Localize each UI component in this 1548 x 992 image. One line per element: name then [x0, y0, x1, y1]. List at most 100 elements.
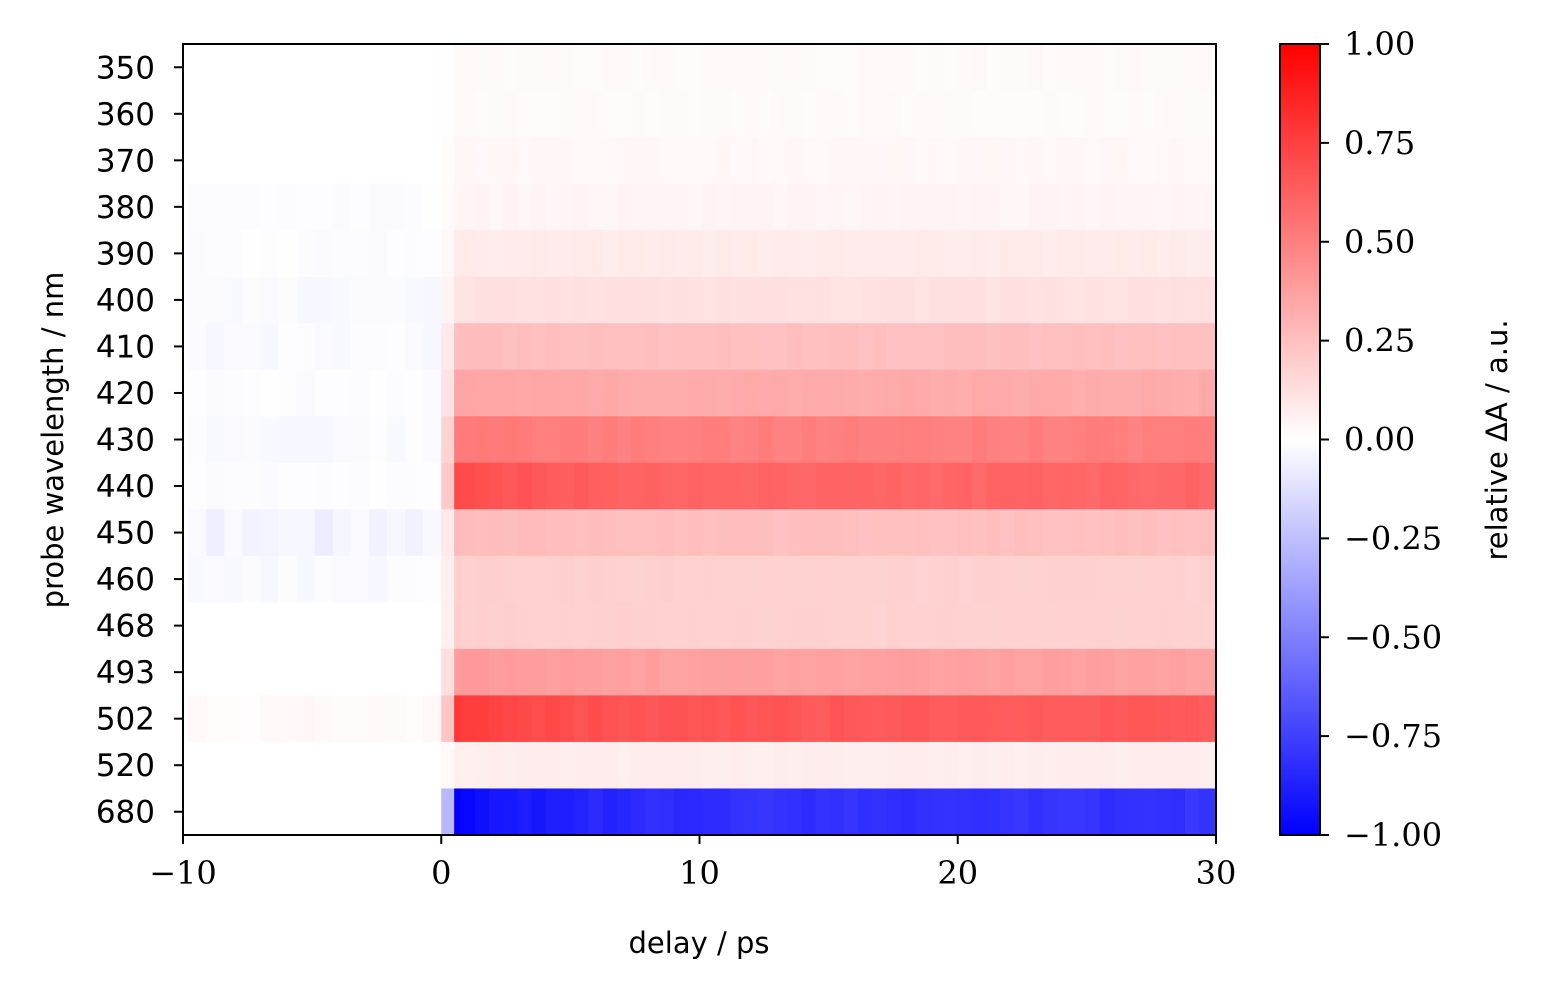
heatmap-cell: [1028, 788, 1044, 836]
heatmap-cell: [474, 183, 490, 231]
heatmap-cell: [858, 90, 874, 138]
heatmap-cell: [801, 788, 817, 836]
heatmap-cell: [531, 183, 547, 231]
heatmap-cell: [517, 183, 533, 231]
heatmap-cell: [915, 369, 930, 417]
heatmap-cell: [1185, 137, 1200, 185]
heatmap-cell: [332, 741, 352, 790]
colorbar-tick-label: 1.00: [1344, 25, 1415, 63]
heatmap-cell: [886, 462, 902, 510]
heatmap-cell: [1028, 602, 1044, 650]
heatmap-cell: [1113, 276, 1129, 324]
heatmap-cell: [1099, 509, 1115, 557]
heatmap-cell: [588, 369, 604, 417]
heatmap-cell: [517, 509, 533, 557]
heatmap-cell: [929, 695, 945, 743]
heatmap-cell: [702, 276, 717, 324]
heatmap-cell: [560, 602, 575, 650]
heatmap-cell: [673, 416, 689, 464]
heatmap-cell: [332, 555, 352, 603]
heatmap-cell: [900, 509, 916, 557]
heatmap-cell: [574, 788, 590, 836]
heatmap-cell: [1057, 323, 1072, 371]
heatmap-cell: [858, 602, 874, 650]
heatmap-cell: [1185, 416, 1200, 464]
heatmap-cell: [943, 276, 959, 324]
heatmap-cell: [574, 230, 590, 278]
heatmap-cell: [588, 648, 604, 697]
heatmap-cell: [815, 183, 831, 231]
heatmap-cell: [829, 788, 845, 836]
heatmap-cell: [744, 602, 760, 650]
heatmap-cell: [224, 509, 243, 557]
heatmap-cell: [1085, 276, 1101, 324]
heatmap-cell: [673, 369, 689, 417]
heatmap-cell: [1142, 137, 1158, 185]
heatmap-cell: [659, 230, 675, 278]
heatmap-cell: [460, 741, 476, 790]
heatmap-cell: [815, 695, 831, 743]
heatmap-cell: [971, 788, 987, 836]
heatmap-cell: [730, 44, 746, 92]
heatmap-cell: [815, 137, 831, 185]
heatmap-cell: [278, 230, 298, 278]
heatmap-cell: [1071, 323, 1087, 371]
heatmap-cell: [659, 90, 675, 138]
heatmap-cell: [844, 741, 859, 790]
heatmap-cell: [447, 462, 455, 510]
heatmap-cell: [1156, 648, 1172, 697]
heatmap-cell: [350, 555, 370, 603]
heatmap-cell: [872, 183, 888, 231]
heatmap-cell: [900, 602, 916, 650]
heatmap-cell: [716, 741, 732, 790]
heatmap-cell: [915, 462, 930, 510]
heatmap-cell: [1185, 369, 1200, 417]
heatmap-cell: [1014, 462, 1030, 510]
heatmap-cell: [474, 369, 490, 417]
heatmap-cell: [531, 369, 547, 417]
heatmap-cell: [844, 462, 859, 510]
heatmap-cell: [929, 648, 945, 697]
heatmap-cell: [943, 555, 959, 603]
heatmap-cell: [574, 695, 590, 743]
heatmap-cell: [915, 509, 930, 557]
heatmap-cell: [1014, 369, 1030, 417]
colorbar-tick-label: −0.25: [1344, 519, 1442, 557]
heatmap-cell: [702, 695, 717, 743]
heatmap-cell: [986, 230, 1001, 278]
heatmap-cell: [503, 44, 519, 92]
heatmap-cell: [716, 369, 732, 417]
heatmap-cell: [588, 230, 604, 278]
heatmap-cell: [260, 369, 280, 417]
heatmap-cell: [1170, 90, 1186, 138]
heatmap-cell: [368, 44, 388, 92]
heatmap-cell: [224, 648, 243, 697]
heatmap-cell: [702, 602, 717, 650]
heatmap-cell: [872, 44, 888, 92]
heatmap-cell: [673, 183, 689, 231]
heatmap-cell: [441, 137, 449, 185]
heatmap-cell: [872, 602, 888, 650]
heatmap-cell: [260, 555, 280, 603]
heatmap-cell: [801, 416, 817, 464]
heatmap-cell: [1042, 369, 1058, 417]
heatmap-cell: [957, 323, 973, 371]
heatmap-cell: [1170, 183, 1186, 231]
heatmap-cell: [1156, 230, 1172, 278]
heatmap-cell: [1170, 323, 1186, 371]
heatmap-cell: [602, 788, 618, 836]
heatmap-cell: [296, 183, 316, 231]
heatmap-cell: [474, 230, 490, 278]
heatmap-cell: [773, 695, 788, 743]
heatmap-cell: [1113, 230, 1129, 278]
heatmap-cell: [602, 183, 618, 231]
heatmap-cell: [687, 788, 703, 836]
heatmap-cell: [758, 183, 774, 231]
heatmap-cell: [574, 648, 590, 697]
heatmap-cell: [314, 44, 334, 92]
heatmap-cell: [405, 648, 424, 697]
heatmap-cell: [332, 648, 352, 697]
heatmap-cell: [787, 788, 803, 836]
heatmap-cell: [260, 416, 280, 464]
